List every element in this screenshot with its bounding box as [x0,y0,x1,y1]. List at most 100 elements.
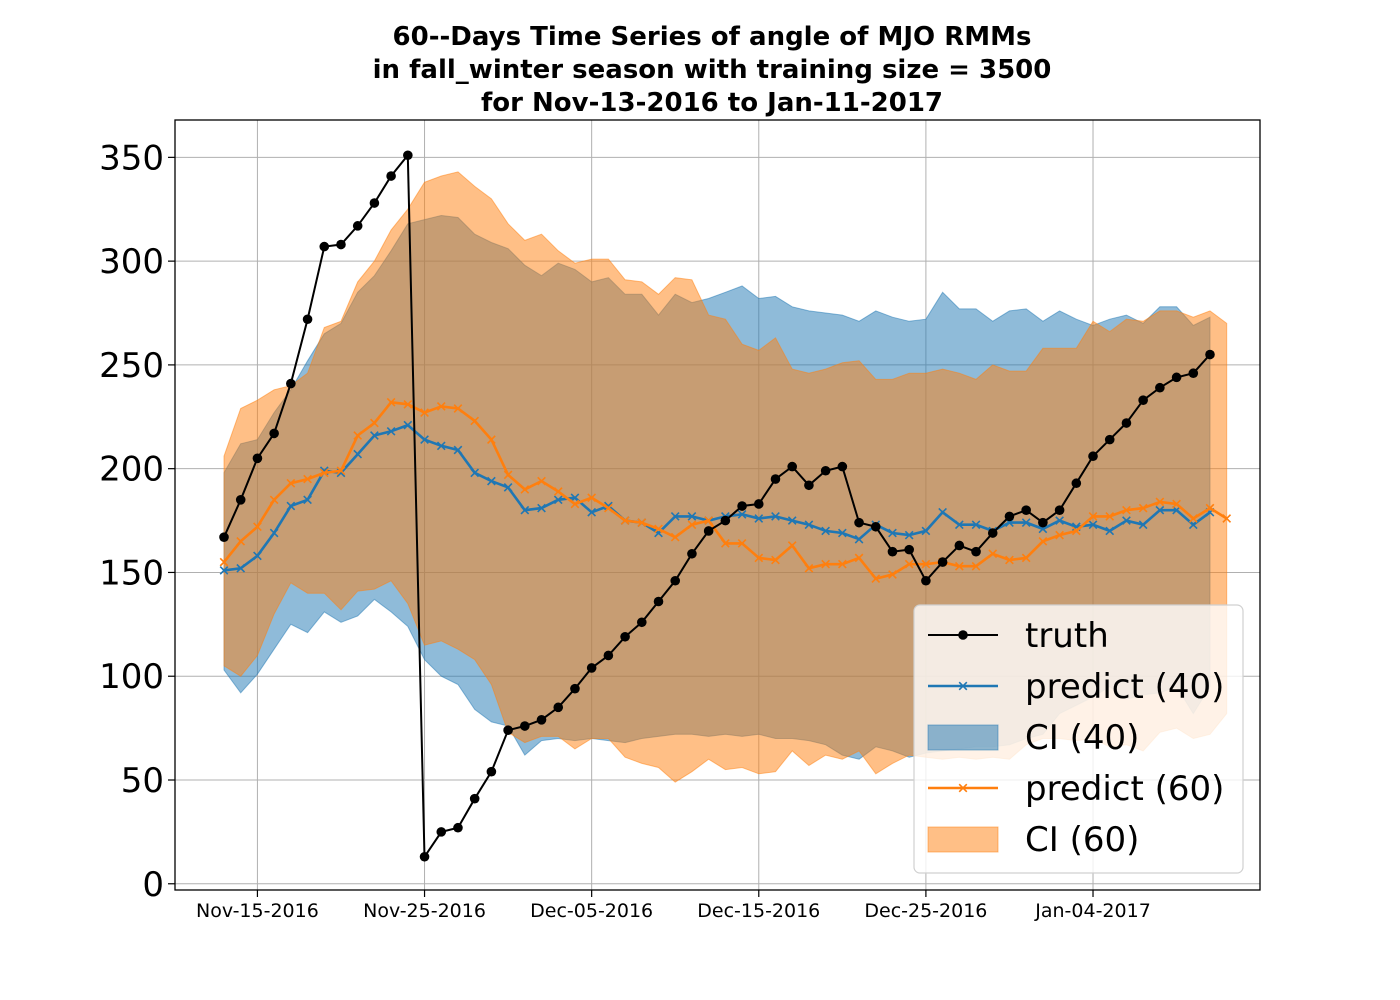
title-line-2: in fall_winter season with training size… [373,55,1052,85]
plot-frame [174,119,1261,891]
data-point-predict40 [1021,518,1031,528]
data-point-predict60 [670,532,680,542]
data-point-predict40 [1055,516,1064,525]
data-point-predict40 [1122,516,1131,525]
data-point-truth [1121,418,1132,428]
data-point-predict60 [687,520,697,530]
data-point-truth [753,499,764,509]
data-point-truth [436,827,447,837]
legend-label-truth: truth [1025,616,1109,656]
data-point-truth [453,822,463,833]
x-tick-label: Dec-15-2016 [697,900,820,922]
data-point-truth [286,378,296,389]
data-point-truth [369,198,380,208]
data-point-predict60 [904,559,914,569]
data-point-truth [854,517,864,528]
data-point-predict40 [787,516,797,525]
data-point-truth [1104,434,1115,445]
data-point-predict40 [269,528,279,538]
data-point-truth [921,575,931,586]
data-point-predict40 [370,431,379,440]
data-point-predict60 [921,559,931,569]
data-point-truth [1021,505,1031,515]
legend-marker-truth [958,630,968,640]
data-point-truth [486,766,497,777]
data-point-predict60 [436,402,446,411]
y-tick-label: 50 [121,761,164,801]
data-point-predict60 [570,499,580,509]
data-point-predict60 [553,487,563,496]
data-point-truth [553,702,564,713]
data-point-predict60 [370,418,379,428]
data-point-predict60 [336,466,346,476]
data-point-predict40 [1138,520,1148,530]
data-point-predict60 [1071,526,1081,536]
data-point-predict60 [503,470,513,480]
data-point-predict60 [520,485,530,494]
data-point-predict40 [537,503,546,513]
data-point-truth [419,851,430,862]
data-point-truth [1205,349,1215,360]
data-point-predict60 [654,524,663,534]
data-point-predict40 [938,507,947,517]
data-point-predict60 [286,478,296,488]
axis-ticks: 0 50 100 150 200 250 300 350 Nov-15-2016 Nov-25-2… [99,138,1151,922]
data-point-truth [252,453,263,464]
data-point-predict60 [487,435,496,444]
data-point-truth [586,663,597,673]
data-point-truth [870,521,881,532]
title-line-1: 60--Days Time Series of angle of MJO RMM… [393,22,1032,52]
data-point-truth [1088,451,1098,462]
data-point-truth [386,171,396,181]
data-point-predict40 [503,482,513,492]
data-point-predict40 [754,514,764,523]
data-point-truth [1171,372,1182,383]
data-point-predict40 [253,551,262,561]
data-point-predict40 [403,420,413,430]
data-point-predict40 [353,449,363,459]
data-point-predict60 [988,549,998,559]
data-point-truth [787,461,798,472]
data-point-predict40 [888,528,897,538]
data-point-predict60 [737,539,747,548]
data-point-predict40 [804,520,814,530]
data-point-predict40 [854,534,864,544]
legend: truth predict (40) CI (40) predict (60) CI (… [913,604,1244,874]
data-point-predict60 [888,570,897,579]
data-point-predict60 [754,553,764,563]
data-point-predict40 [771,512,780,521]
data-point-predict60 [854,553,864,563]
data-point-truth [636,617,647,628]
data-point-predict40 [921,526,931,536]
data-point-truth [469,793,480,804]
data-point-truth [403,150,413,161]
data-point-predict40 [1155,505,1165,515]
data-point-predict60 [821,559,830,569]
data-point-predict40 [954,520,964,530]
data-point-predict60 [971,561,981,571]
data-point-truth [319,241,330,252]
data-point-truth [720,515,731,526]
data-point-predict60 [269,495,279,505]
data-point-predict60 [720,539,730,548]
data-point-truth [670,575,681,586]
legend-swatch-ci40 [927,724,999,751]
data-point-predict40 [286,501,296,511]
x-tick-label: Dec-25-2016 [864,900,987,922]
data-point-predict60 [837,559,847,569]
data-point-truth [737,501,747,511]
data-point-predict40 [1188,520,1198,530]
data-point-predict60 [453,404,463,413]
data-point-truth [1038,517,1048,528]
y-tick-label: 200 [99,450,164,490]
data-point-truth [520,721,530,731]
data-point-predict60 [1172,499,1181,509]
data-point-predict60 [353,431,363,440]
data-point-predict60 [470,416,480,426]
data-point-truth [770,474,781,484]
data-point-truth [570,683,580,694]
data-point-predict40 [470,468,480,478]
legend-label-predict60: predict (60) [1025,769,1224,809]
data-point-predict40 [1088,520,1098,530]
